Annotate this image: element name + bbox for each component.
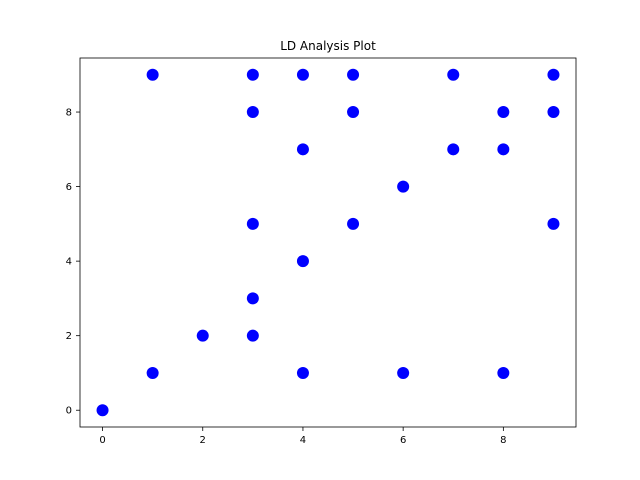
data-point (397, 180, 410, 193)
x-tick-label: 0 (99, 435, 105, 446)
data-point (547, 68, 560, 81)
data-point (246, 68, 259, 81)
plot-area (96, 68, 560, 417)
data-point (397, 366, 410, 379)
x-tick-label: 2 (200, 435, 206, 446)
data-point (547, 217, 560, 230)
data-point (347, 106, 360, 119)
data-point (296, 143, 309, 156)
data-point (246, 217, 259, 230)
data-point (246, 292, 259, 305)
plot-frame (79, 57, 577, 428)
data-point (296, 255, 309, 268)
data-point (246, 329, 259, 342)
data-point (96, 404, 109, 417)
y-tick-label: 2 (66, 331, 72, 342)
x-tick-label: 4 (300, 435, 306, 446)
data-point (497, 143, 510, 156)
data-point (296, 68, 309, 81)
data-point (447, 143, 460, 156)
data-point (497, 106, 510, 119)
y-tick-label: 4 (66, 257, 72, 268)
y-axis: 0 2 4 6 8 (66, 108, 80, 417)
data-point (347, 217, 360, 230)
y-tick-label: 8 (66, 108, 72, 119)
data-point (347, 68, 360, 81)
data-point (146, 366, 159, 379)
data-point (146, 68, 159, 81)
x-axis: 0 2 4 6 8 (99, 427, 507, 446)
data-point (196, 329, 209, 342)
data-point (246, 106, 259, 119)
x-tick-label: 6 (400, 435, 406, 446)
data-point (497, 366, 510, 379)
data-point (447, 68, 460, 81)
data-point (547, 106, 560, 119)
data-point (296, 366, 309, 379)
x-tick-label: 8 (500, 435, 506, 446)
chart-title: LD Analysis Plot (280, 39, 376, 53)
y-tick-label: 0 (66, 406, 72, 417)
y-tick-label: 6 (66, 182, 72, 193)
